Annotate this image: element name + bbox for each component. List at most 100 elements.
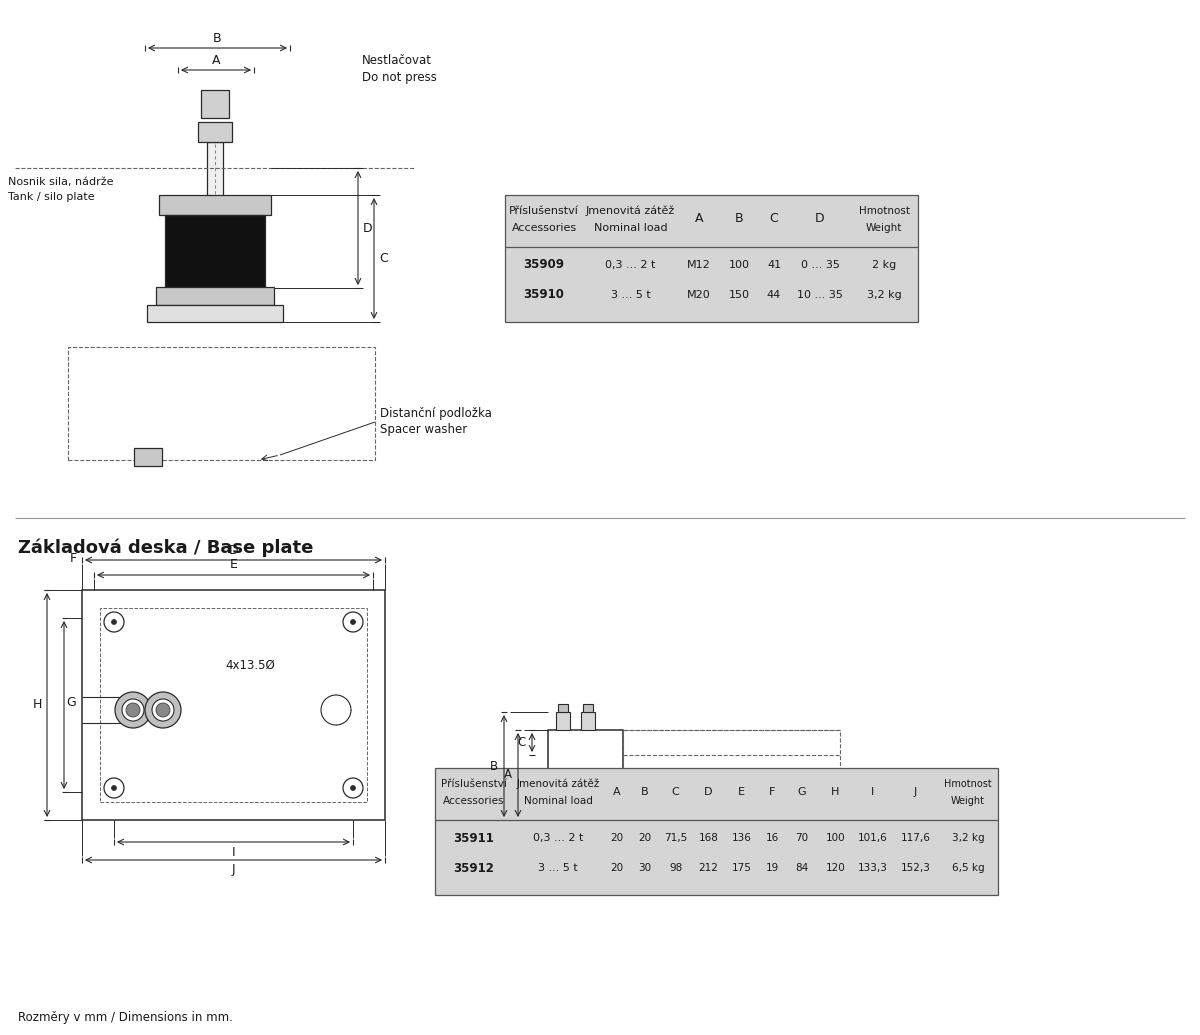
Circle shape	[145, 692, 181, 728]
Text: 0 ... 35: 0 ... 35	[800, 260, 840, 270]
Text: D: D	[229, 543, 239, 557]
Text: Příslušenství: Příslušenství	[509, 206, 578, 216]
Text: A: A	[695, 212, 703, 226]
Bar	[156, 287, 274, 305]
Text: Nosnik sila, nádrže: Nosnik sila, nádrže	[8, 177, 114, 187]
Circle shape	[126, 703, 140, 717]
Circle shape	[343, 778, 364, 798]
Text: 175: 175	[732, 863, 751, 873]
Text: Základová deska / Base plate: Základová deska / Base plate	[18, 539, 313, 557]
Text: M20: M20	[688, 290, 710, 300]
Text: C: C	[769, 212, 779, 226]
Circle shape	[112, 786, 116, 791]
Text: J: J	[232, 863, 235, 877]
Text: 3 ... 5 t: 3 ... 5 t	[611, 290, 650, 300]
Text: D: D	[364, 221, 373, 235]
Text: D: D	[704, 787, 713, 797]
Bar	[583, 704, 593, 712]
Text: 71,5: 71,5	[664, 833, 688, 842]
Text: Jmenovitá zátěž: Jmenovitá zátěž	[586, 206, 676, 216]
Text: 44: 44	[767, 290, 781, 300]
Bar	[548, 790, 840, 820]
Text: 0,3 ... 2 t: 0,3 ... 2 t	[533, 833, 583, 842]
Bar	[208, 142, 223, 290]
Circle shape	[122, 699, 144, 721]
Text: I: I	[871, 787, 875, 797]
Circle shape	[104, 612, 124, 632]
Text: 2 kg: 2 kg	[872, 260, 896, 270]
Text: 16: 16	[766, 833, 779, 842]
Text: E: E	[229, 559, 238, 571]
Text: Distanční podložka: Distanční podložka	[380, 407, 492, 419]
Bar	[202, 90, 229, 118]
Bar	[148, 305, 283, 322]
Text: 19: 19	[766, 863, 779, 873]
Bar	[558, 704, 568, 712]
Text: B: B	[734, 212, 743, 226]
Bar	[623, 730, 840, 790]
Text: 4x13.5Ø: 4x13.5Ø	[226, 658, 275, 672]
Text: B: B	[641, 787, 649, 797]
Text: 212: 212	[698, 863, 719, 873]
Text: 117,6: 117,6	[900, 833, 930, 842]
Text: 35912: 35912	[454, 861, 494, 875]
Text: H: H	[832, 787, 840, 797]
Text: 20: 20	[611, 833, 624, 842]
Text: 152,3: 152,3	[900, 863, 930, 873]
Text: Tank / silo plate: Tank / silo plate	[8, 193, 95, 202]
Text: 35911: 35911	[454, 831, 494, 845]
Text: 35909: 35909	[523, 259, 564, 271]
Text: M12: M12	[688, 260, 710, 270]
Text: Rozměry v mm / Dimensions in mm.: Rozměry v mm / Dimensions in mm.	[18, 1011, 233, 1025]
Text: G: G	[66, 696, 76, 709]
Text: Nestlačovat: Nestlačovat	[362, 54, 432, 66]
Circle shape	[350, 620, 355, 624]
Text: Accessories: Accessories	[511, 223, 576, 233]
Text: Accessories: Accessories	[443, 796, 505, 806]
Text: A: A	[613, 787, 620, 797]
Text: Nominal load: Nominal load	[523, 796, 593, 806]
Circle shape	[104, 778, 124, 798]
Bar	[82, 590, 385, 820]
Text: 3 ... 5 t: 3 ... 5 t	[538, 863, 578, 873]
Text: G: G	[798, 787, 806, 797]
Text: 100: 100	[826, 833, 845, 842]
Text: Do not press: Do not press	[362, 71, 437, 85]
Text: C: C	[518, 736, 526, 749]
Bar	[158, 195, 271, 215]
Circle shape	[343, 612, 364, 632]
Text: 70: 70	[796, 833, 809, 842]
Text: 136: 136	[732, 833, 751, 842]
Text: 20: 20	[638, 833, 652, 842]
Text: C: C	[379, 252, 389, 265]
Text: 30: 30	[638, 863, 652, 873]
Text: 41: 41	[767, 260, 781, 270]
Text: Hmotnost: Hmotnost	[944, 779, 992, 789]
Bar	[505, 195, 918, 322]
Bar	[134, 448, 162, 466]
Bar	[100, 608, 367, 802]
Text: A: A	[211, 54, 221, 66]
Text: C: C	[672, 787, 679, 797]
Text: 100: 100	[728, 260, 750, 270]
Bar	[436, 768, 998, 895]
Text: Jmenovitá zátěž: Jmenovitá zátěž	[516, 778, 600, 790]
Text: Hmotnost: Hmotnost	[858, 206, 910, 216]
Text: 98: 98	[668, 863, 682, 873]
Bar	[581, 712, 595, 730]
Text: 133,3: 133,3	[858, 863, 888, 873]
Bar	[548, 730, 623, 790]
Text: 20: 20	[611, 863, 624, 873]
Circle shape	[115, 692, 151, 728]
Text: 35910: 35910	[523, 289, 564, 301]
Bar	[166, 215, 265, 287]
Text: 0,3 ... 2 t: 0,3 ... 2 t	[605, 260, 655, 270]
Bar	[198, 122, 232, 142]
Text: 10 ... 35: 10 ... 35	[797, 290, 842, 300]
Text: F: F	[70, 552, 77, 564]
Circle shape	[322, 694, 352, 724]
Text: 3,2 kg: 3,2 kg	[952, 833, 984, 842]
Text: 150: 150	[728, 290, 750, 300]
Text: Nominal load: Nominal load	[594, 223, 667, 233]
Text: 101,6: 101,6	[858, 833, 888, 842]
